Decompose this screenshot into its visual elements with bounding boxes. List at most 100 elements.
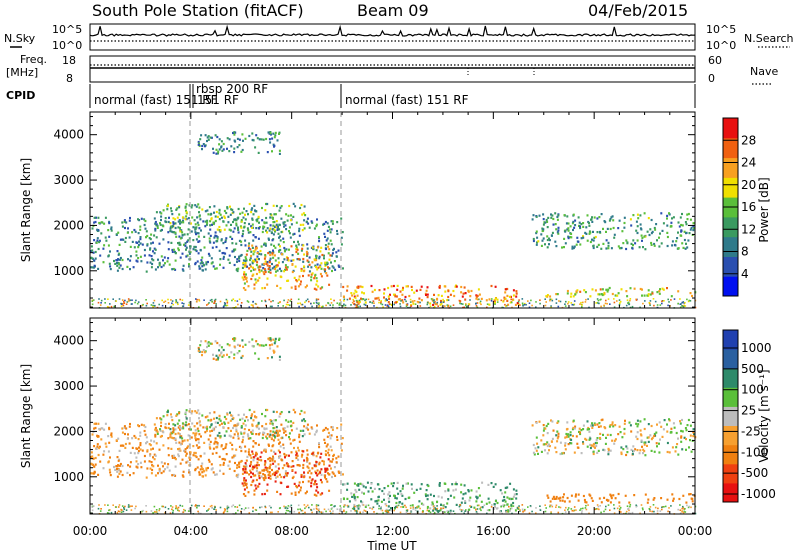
echo-cell (611, 423, 614, 426)
echo-cell (263, 463, 266, 466)
echo-cell (205, 223, 208, 226)
echo-cell (397, 298, 400, 301)
echo-cell (373, 511, 375, 513)
echo-cell (223, 511, 225, 513)
echo-cell (146, 234, 149, 238)
echo-cell (318, 302, 320, 304)
echo-cell (98, 427, 101, 431)
echo-cell (566, 215, 569, 218)
echo-cell (104, 442, 107, 445)
echo-cell (123, 302, 126, 304)
echo-cell (384, 510, 387, 512)
echo-cell (199, 262, 202, 265)
echo-cell (231, 250, 234, 253)
echo-cell (251, 413, 254, 416)
echo-cell (104, 236, 107, 239)
echo-cell (351, 294, 354, 297)
echo-cell (481, 506, 484, 509)
echo-cell (308, 263, 311, 266)
echo-cell (310, 479, 313, 482)
echo-cell (648, 302, 651, 304)
echo-cell (247, 507, 250, 509)
echo-cell (331, 269, 333, 273)
echo-cell (282, 305, 284, 307)
echo-cell (500, 505, 502, 508)
echo-cell (233, 353, 236, 356)
echo-cell (188, 222, 191, 225)
echo-cell (285, 454, 288, 457)
echo-cell (501, 499, 504, 502)
echo-cell (299, 302, 301, 304)
echo-cell (670, 505, 672, 507)
echo-cell (406, 509, 409, 511)
x-tick-label: 08:00 (274, 524, 309, 538)
echo-cell (536, 442, 539, 445)
echo-cell (557, 497, 560, 500)
echo-cell (661, 508, 663, 511)
echo-cell (330, 298, 332, 300)
echo-cell (586, 428, 589, 431)
echo-cell (649, 434, 652, 437)
echo-cell (174, 268, 177, 271)
echo-cell (119, 238, 122, 241)
echo-cell (91, 463, 94, 466)
echo-cell (244, 424, 247, 427)
echo-cell (278, 442, 280, 445)
echo-cell (618, 247, 621, 250)
echo-cell (425, 293, 427, 296)
echo-cell (546, 235, 549, 238)
echo-cell (315, 465, 318, 468)
echo-cell (278, 223, 281, 227)
echo-cell (241, 148, 244, 152)
echo-cell (570, 302, 573, 304)
echo-cell (532, 443, 535, 447)
echo-cell (479, 302, 481, 304)
echo-cell (264, 254, 267, 257)
echo-cell (242, 259, 245, 262)
echo-cell (411, 487, 413, 490)
echo-cell (210, 136, 213, 139)
echo-cell (286, 507, 289, 510)
echo-cell (251, 452, 254, 455)
echo-cell (355, 299, 358, 302)
echo-cell (279, 245, 281, 248)
echo-cell (572, 419, 575, 422)
echo-cell (551, 505, 554, 508)
echo-cell (268, 456, 271, 460)
echo-cell (545, 507, 547, 509)
echo-cell (320, 468, 323, 471)
echo-cell (503, 299, 505, 302)
echo-cell (324, 268, 327, 271)
echo-cell (460, 303, 463, 305)
echo-cell (677, 247, 680, 250)
echo-cell (208, 508, 210, 510)
echo-cell (234, 300, 236, 302)
echo-cell (552, 223, 555, 226)
echo-cell (267, 270, 270, 273)
echo-cell (302, 466, 305, 469)
echo-cell (237, 228, 240, 231)
echo-cell (531, 510, 533, 513)
echo-cell (528, 302, 531, 304)
echo-cell (265, 435, 267, 438)
echo-cell (212, 222, 215, 226)
echo-cell (145, 436, 148, 439)
echo-cell (330, 228, 333, 231)
echo-cell (626, 241, 629, 244)
echo-cell (209, 299, 212, 302)
echo-cell (141, 243, 144, 246)
echo-cell (622, 448, 625, 451)
echo-cell (233, 248, 236, 251)
echo-cell (106, 306, 109, 308)
echo-cell (283, 464, 286, 467)
echo-cell (296, 464, 299, 467)
echo-cell (541, 239, 544, 242)
echo-cell (367, 490, 370, 493)
echo-cell (247, 231, 250, 234)
echo-cell (357, 507, 360, 510)
echo-cell (306, 243, 309, 246)
echo-cell (243, 222, 246, 225)
echo-cell (567, 443, 570, 446)
echo-cell (565, 300, 567, 303)
